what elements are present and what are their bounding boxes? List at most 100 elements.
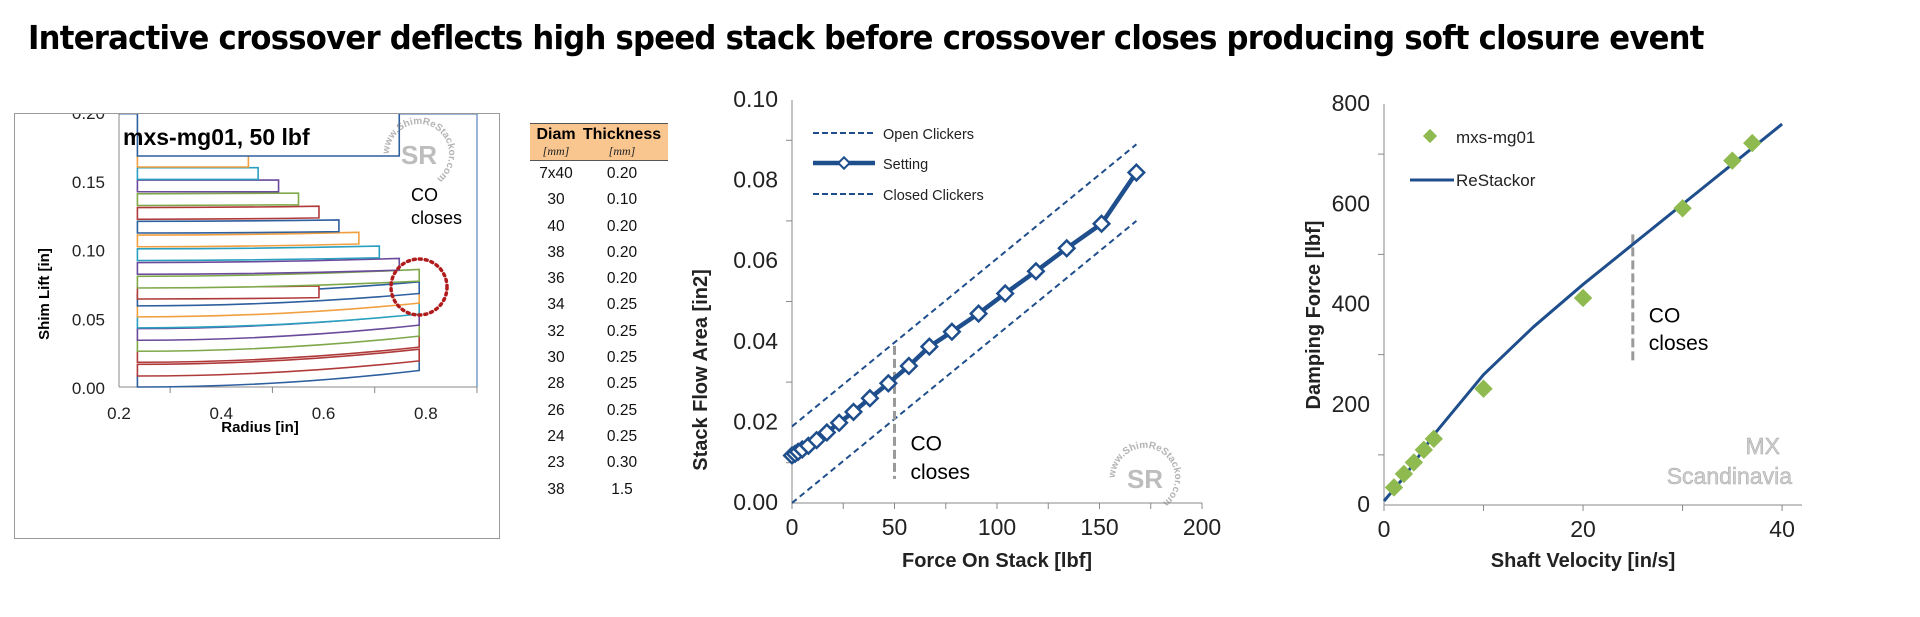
table-row: 30 0.10	[530, 187, 668, 213]
data-marker	[995, 283, 1015, 303]
y-axis-label: Shim Lift [in]	[36, 248, 53, 340]
table-row: 38 1.5	[530, 477, 668, 503]
series-open-clickers	[791, 143, 1138, 428]
shim-outline	[136, 268, 421, 289]
cell-thickness: 0.20	[606, 165, 638, 182]
table-row: 28 0.25	[530, 371, 668, 397]
annotation-closes: closes	[411, 208, 462, 228]
shim-outline	[136, 257, 401, 276]
table-row: 26 0.25	[530, 398, 668, 424]
header-thickness: Thickness	[582, 126, 662, 143]
shim-deflection-chart-panel: 0.2 0.4 0.6 0.8 0.00 0.05 0.10 0.15 0.20 mxs-mg01…	[14, 104, 500, 539]
damping-force-chart: 0 20 400200400600800MXScandinaviaCOclosesm…	[1303, 90, 1802, 572]
x-tick-label: 20	[1570, 516, 1596, 542]
cell-thickness: 0.25	[606, 349, 638, 367]
data-marker	[899, 356, 919, 376]
table-row: 32 0.25	[530, 319, 668, 345]
cell-thickness: 0.25	[606, 427, 638, 445]
cell-thickness: 0.20	[606, 217, 638, 235]
table-row: 7x40 0.20	[530, 161, 668, 187]
series-closed-clickers	[791, 220, 1138, 504]
damping-force-chart-panel: 0 20 40 0 200 400 600 800 MX Scandinavia CO closes m…	[1290, 70, 1920, 617]
watermark-mx: MX	[1746, 433, 1781, 459]
series-restackor-line	[1382, 122, 1784, 502]
legend-label: Closed Clickers	[883, 188, 984, 204]
cell-diam: 32	[547, 322, 565, 340]
table-row: 40 0.20	[530, 214, 668, 240]
crossover-circle-marker	[389, 257, 449, 317]
y-tick-label: 0.06	[733, 247, 778, 273]
y-tick-label: 0.10	[72, 242, 105, 261]
legend-label: Setting	[883, 157, 928, 173]
data-marker	[1474, 379, 1493, 398]
cell-thickness: 0.25	[606, 296, 638, 314]
data-marker	[860, 388, 880, 408]
x-axis-label: Shaft Velocity [in/s]	[1491, 550, 1675, 572]
cell-thickness: 0.20	[606, 270, 638, 288]
x-tick-label: 50	[882, 514, 908, 540]
data-marker	[1723, 151, 1742, 170]
y-tick-label: 0.04	[733, 328, 778, 354]
x-axis-label: Radius [in]	[221, 419, 299, 436]
data-marker	[942, 322, 962, 342]
legend: mxs-mg01 ReStackor	[1410, 128, 1536, 190]
legend-label: Open Clickers	[883, 127, 974, 143]
watermark-scandinavia: Scandinavia	[1667, 463, 1793, 489]
y-tick-label: 0.02	[733, 408, 778, 434]
table-row: 34 0.25	[530, 292, 668, 318]
table-row: 24 0.25	[530, 424, 668, 450]
cell-diam: 7x40	[539, 165, 573, 182]
cell-diam: 28	[547, 375, 565, 393]
x-tick-label: 0	[1378, 516, 1391, 542]
annotation-closes: closes	[911, 461, 971, 484]
table-header: Diam Thickness [mm] [mm]	[530, 123, 668, 161]
shim-outline	[136, 154, 250, 168]
cell-diam: 30	[547, 191, 565, 209]
shim-outline	[136, 205, 320, 221]
annotation-co: CO	[1649, 305, 1681, 328]
cell-thickness: 0.25	[606, 401, 638, 419]
y-tick-label: 0.00	[733, 489, 778, 515]
x-axis-label: Force On Stack [lbf]	[902, 550, 1092, 572]
legend-label: mxs-mg01	[1456, 128, 1535, 147]
annotation-co: CO	[411, 185, 438, 205]
cell-thickness: 0.20	[606, 243, 638, 261]
cell-diam: 36	[547, 270, 565, 288]
cell-diam: 38	[547, 243, 565, 261]
shim-stack-table: Diam Thickness [mm] [mm] 7x40 0.20 30 0.10 4…	[530, 123, 668, 503]
cell-thickness: 0.30	[606, 454, 638, 472]
y-axis-label: Damping Force [lbf]	[1303, 221, 1325, 410]
y-axis-label: Stack Flow Area [in2]	[690, 269, 712, 471]
shim-outline	[136, 179, 280, 193]
shim-outline	[136, 231, 360, 248]
x-tick-label: 150	[1080, 514, 1118, 540]
table-row: 38 0.20	[530, 240, 668, 266]
series-setting-line	[790, 171, 1139, 458]
y-tick-label: 0.20	[72, 114, 105, 123]
flow-area-chart: 0 50 100 150 200 0.00 0.02 0.04 0.06 0.08 0.10 www.…	[690, 86, 1221, 572]
table-row: 30 0.25	[530, 345, 668, 371]
legend-marker	[836, 155, 852, 171]
unit-thickness: [mm]	[608, 144, 636, 158]
cell-diam: 38	[547, 480, 565, 498]
legend-label: ReStackor	[1456, 171, 1536, 190]
data-marker	[1573, 288, 1593, 308]
cell-diam: 26	[547, 401, 565, 419]
unit-diam: [mm]	[542, 144, 570, 158]
annotation-co: CO	[911, 433, 943, 456]
data-marker	[807, 430, 827, 450]
y-tick-label: 600	[1332, 190, 1370, 216]
y-tick-label: 0.00	[72, 379, 105, 398]
data-marker	[1743, 133, 1762, 153]
cell-thickness: 1.5	[611, 480, 633, 498]
x-tick-label: 0.6	[312, 404, 336, 423]
x-tick-label: 0	[786, 514, 799, 540]
table-row: 23 0.30	[530, 450, 668, 476]
data-marker	[1092, 214, 1112, 234]
data-marker	[919, 337, 939, 357]
data-marker	[817, 422, 837, 443]
cell-diam: 34	[547, 296, 565, 314]
y-tick-label: 0.10	[733, 86, 778, 112]
x-tick-label: 0.2	[107, 404, 131, 423]
